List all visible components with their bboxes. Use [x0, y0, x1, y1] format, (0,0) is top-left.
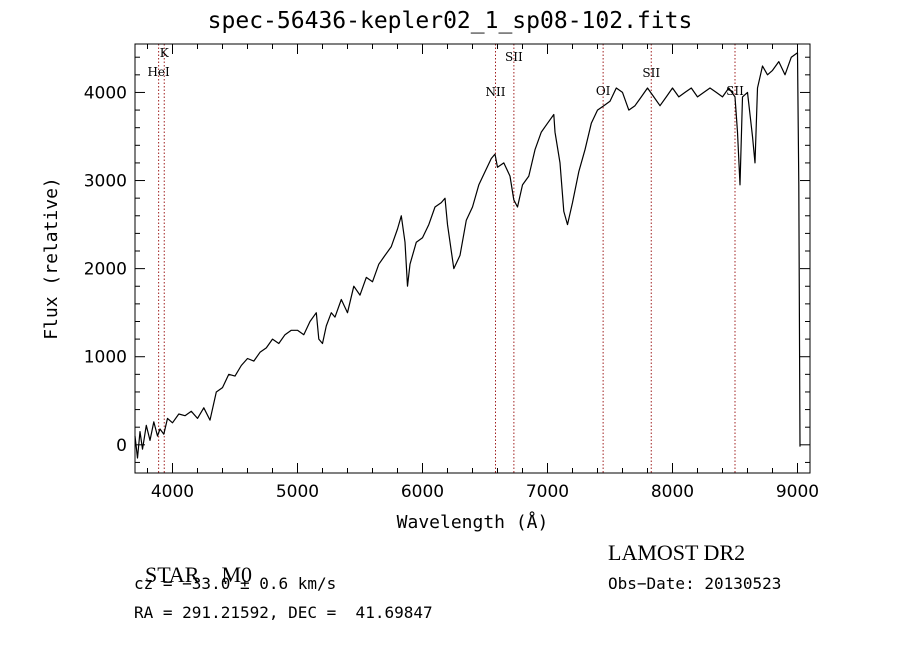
- redshift-label: cz = −33.0 ± 0.6 km/s: [134, 574, 337, 593]
- plot-frame: [134, 43, 811, 474]
- y-tick-label: 4000: [84, 83, 127, 103]
- spectral-line-label: HeI: [147, 65, 170, 79]
- y-axis-label: Flux (relative): [41, 177, 62, 340]
- spectral-line-label: OI: [596, 84, 611, 98]
- x-axis-label: Wavelength (Å): [397, 511, 549, 533]
- spectral-line-label: NII: [486, 85, 506, 99]
- obs-date-label: Obs−Date: 20130523: [608, 574, 782, 593]
- chart-title: spec-56436-kepler02_1_sp08-102.fits: [207, 8, 693, 34]
- spectral-line-label: K: [160, 46, 170, 60]
- x-tick-label: 7000: [526, 482, 569, 502]
- y-tick-label: 1000: [84, 348, 127, 368]
- object-subclass: M0: [221, 562, 253, 587]
- y-tick-label: 2000: [84, 260, 127, 280]
- survey-label: LAMOST DR2: [608, 540, 746, 565]
- object-classification: STAR M0: [134, 542, 252, 586]
- chart-marks: K HeI NII SII OI SII SII 4000 5000 6000 7000 8000 90…: [41, 43, 819, 533]
- spectral-line-label: SII: [505, 50, 523, 64]
- x-tick-label: 8000: [651, 482, 694, 502]
- object-class: STAR: [145, 562, 200, 587]
- y-tick-label: 0: [116, 436, 127, 456]
- coordinates-label: RA = 291.21592, DEC = 41.69847: [134, 603, 433, 622]
- x-tick-label: 4000: [151, 482, 194, 502]
- spectrum-line: [134, 52, 801, 459]
- x-tick-label: 5000: [276, 482, 319, 502]
- spectral-line-label: SII: [726, 84, 744, 98]
- spectral-line-label: SII: [642, 66, 660, 80]
- x-tick-label: 6000: [401, 482, 444, 502]
- y-tick-label: 3000: [84, 172, 127, 192]
- x-tick-label: 9000: [776, 482, 819, 502]
